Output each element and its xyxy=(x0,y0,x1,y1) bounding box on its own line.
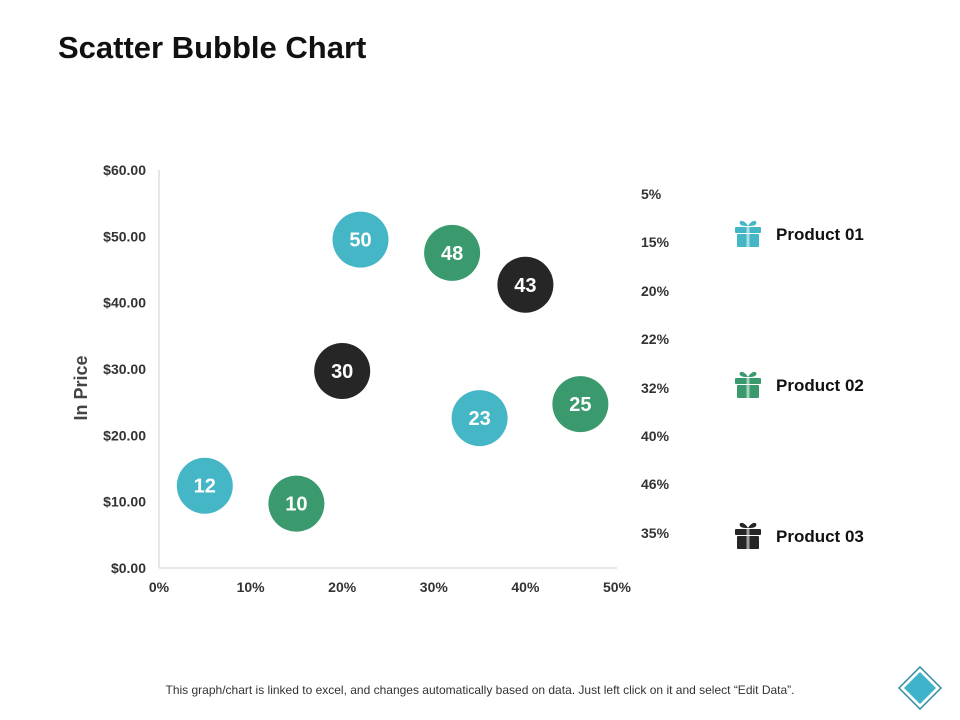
y-tick-label: $40.00 xyxy=(103,295,146,311)
bubble-value-label: 10 xyxy=(285,494,307,516)
legend-label: Product 01 xyxy=(776,225,864,244)
bubbles: 12 50 23 10 48 25 30 43 xyxy=(176,211,609,532)
x-tick-label: 10% xyxy=(237,579,266,595)
legend-item: Product 03 xyxy=(734,520,864,554)
x-tick-label: 20% xyxy=(328,579,357,595)
y-tick-label: $50.00 xyxy=(103,228,146,244)
bubble-value-label: 43 xyxy=(514,275,536,297)
bubble-point xyxy=(451,390,508,447)
bubble-value-label: 50 xyxy=(349,230,371,252)
bubble-value-label: 12 xyxy=(194,476,216,498)
x-tick-label: 40% xyxy=(511,579,540,595)
legend-label: Product 02 xyxy=(776,376,864,395)
bubble-value-label: 48 xyxy=(441,243,463,265)
y-tick-label: $60.00 xyxy=(103,162,146,178)
page-title: Scatter Bubble Chart xyxy=(58,30,367,65)
percent-label: 20% xyxy=(641,282,670,299)
percent-label: 40% xyxy=(641,428,670,444)
x-tick-labels: 0% 10% 20% 30% 40% 50% xyxy=(149,579,632,595)
percent-label: 32% xyxy=(641,379,670,396)
legend-item: Product 02 xyxy=(734,369,864,403)
percent-label: 15% xyxy=(641,234,670,251)
footer-note: This graph/chart is linked to excel, and… xyxy=(165,683,795,697)
gift-box-icon xyxy=(734,218,762,253)
legend-item: Product 01 xyxy=(734,218,864,252)
x-tick-label: 50% xyxy=(603,579,632,595)
gift-box-icon xyxy=(734,369,762,404)
bubble-point xyxy=(268,475,325,532)
bubble-value-label: 23 xyxy=(468,408,490,430)
bubble-point xyxy=(424,224,481,281)
bubble-point xyxy=(314,342,371,399)
bubble-value-label: 25 xyxy=(569,394,591,416)
y-tick-label: $20.00 xyxy=(103,427,146,443)
gift-box-icon xyxy=(734,520,762,555)
y-tick-label: $0.00 xyxy=(111,560,146,576)
percent-label: 35% xyxy=(641,524,670,541)
y-tick-label: $10.00 xyxy=(103,494,146,510)
bubble-point xyxy=(497,256,554,313)
y-axis-label: In Price xyxy=(71,355,91,420)
percent-label: 46% xyxy=(641,476,670,493)
bubble-point xyxy=(332,211,389,268)
diamond-nav-icon[interactable] xyxy=(898,666,942,710)
percent-label: 22% xyxy=(641,331,670,348)
bubble-value-label: 30 xyxy=(331,361,353,383)
y-tick-labels: $0.00 $10.00 $20.00 $30.00 $40.00 $50.00 $60.0… xyxy=(103,162,146,576)
bubble-point xyxy=(176,457,233,514)
bubble-point xyxy=(552,376,609,433)
x-tick-label: 0% xyxy=(149,579,170,595)
x-tick-label: 30% xyxy=(420,579,449,595)
y-tick-label: $30.00 xyxy=(103,361,146,377)
legend-label: Product 03 xyxy=(776,527,864,546)
percent-label: 5% xyxy=(641,186,662,202)
